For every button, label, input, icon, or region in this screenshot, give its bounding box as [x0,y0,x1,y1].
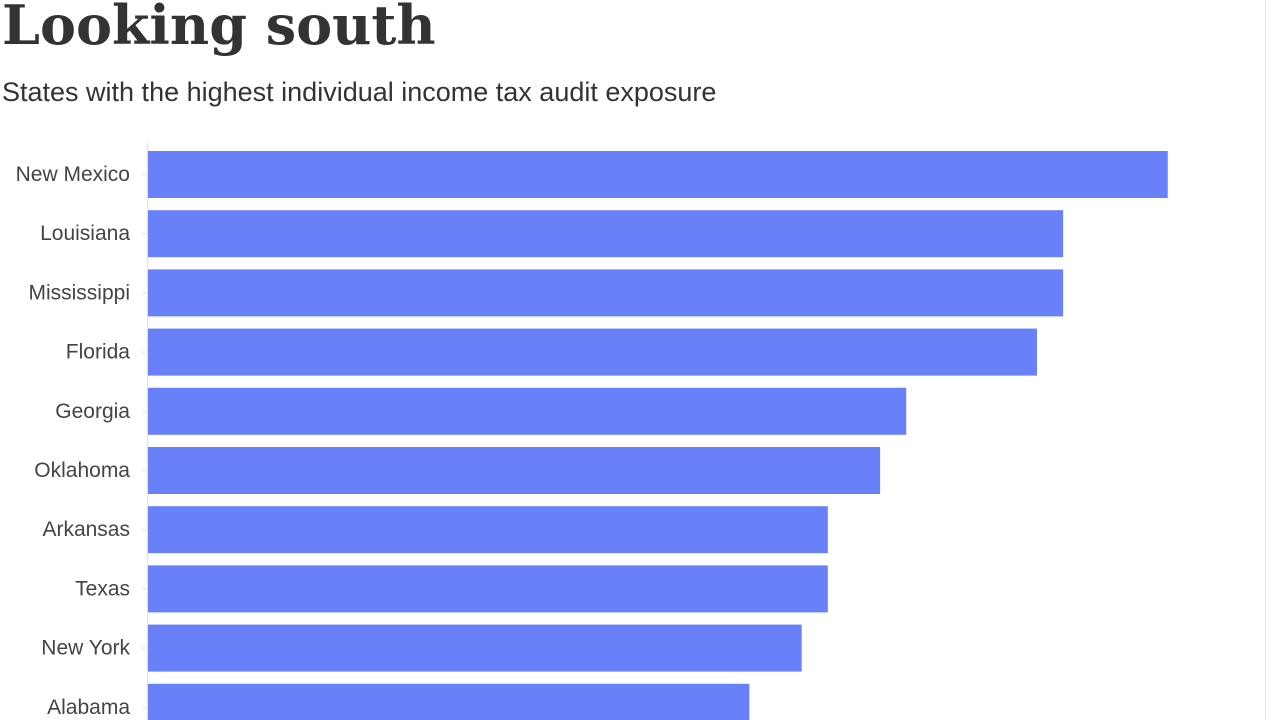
bar-new-york [148,624,802,672]
category-label-florida: Florida [66,341,131,364]
bar-florida [148,328,1037,376]
chart-subtitle: States with the highest individual incom… [2,77,717,107]
category-label-louisiana: Louisiana [40,222,130,245]
category-label-alabama: Alabama [47,696,130,719]
category-label-georgia: Georgia [55,400,130,423]
bar-texas [148,565,828,613]
category-label-mississippi: Mississippi [28,281,130,304]
category-label-oklahoma: Oklahoma [34,459,130,482]
bar-alabama [148,683,750,720]
category-labels-group: New Mexico Louisiana Mississippi Florida Geo… [16,163,148,719]
category-label-new-mexico: New Mexico [16,163,130,186]
chart-title: Looking south [2,0,436,57]
bar-louisiana [148,210,1064,258]
bar-georgia [148,387,907,435]
category-label-new-york: New York [41,637,130,660]
frame-divider [1265,0,1266,720]
bar-arkansas [148,506,828,554]
bars-group [148,151,1168,720]
bar-oklahoma [148,447,881,494]
category-label-texas: Texas [75,577,130,600]
category-label-arkansas: Arkansas [42,518,130,541]
bar-new-mexico [148,151,1168,198]
bar-mississippi [148,269,1064,317]
